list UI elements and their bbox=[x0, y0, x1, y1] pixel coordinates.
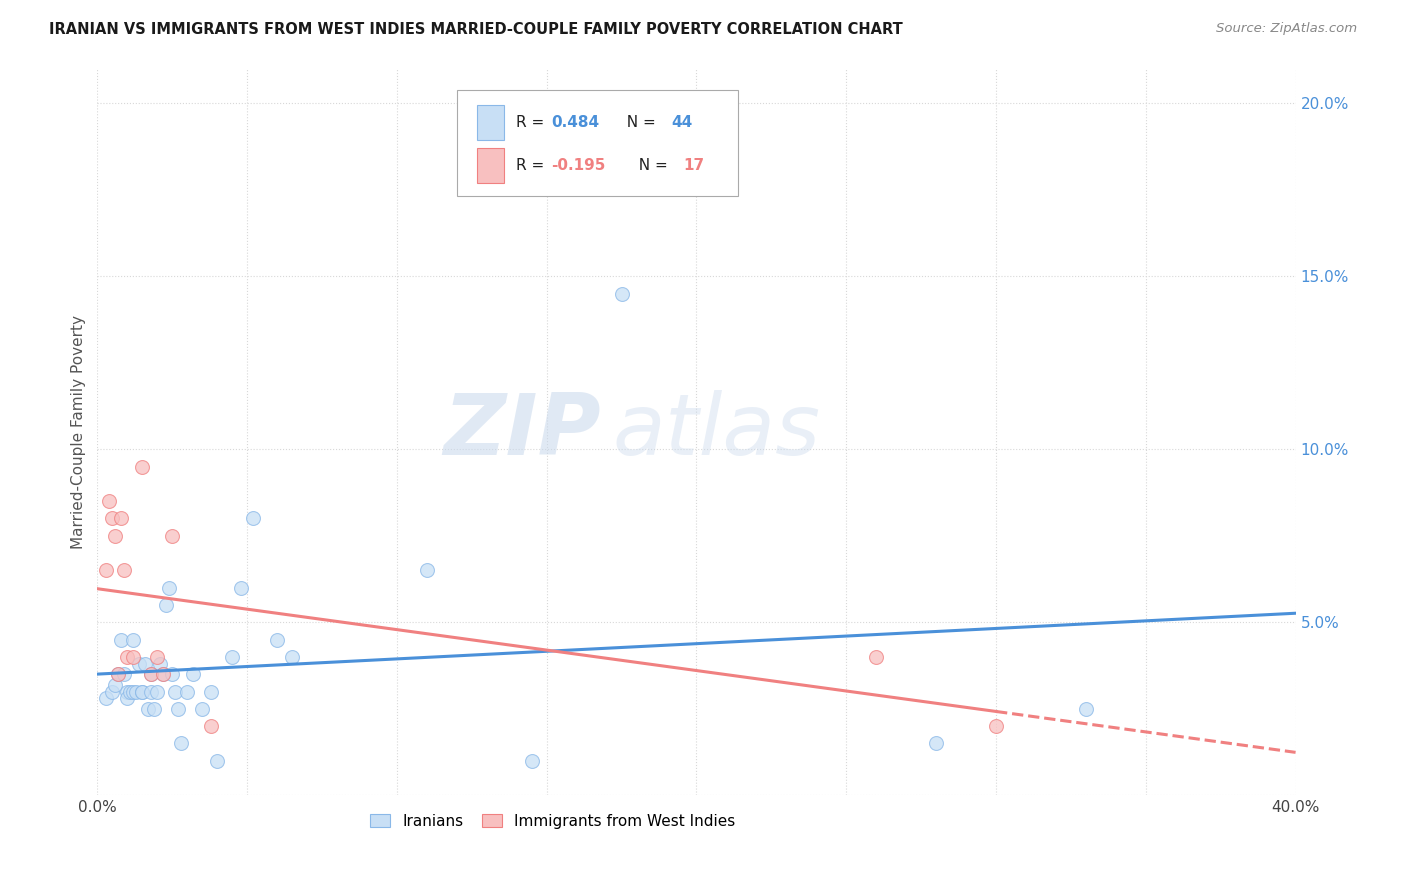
Point bbox=[143, 702, 166, 716]
Point bbox=[231, 581, 253, 595]
Point bbox=[125, 684, 148, 698]
Text: R =: R = bbox=[516, 159, 548, 173]
Point bbox=[146, 649, 169, 664]
Point bbox=[242, 511, 264, 525]
Point bbox=[117, 691, 139, 706]
Point bbox=[110, 632, 132, 647]
Text: IRANIAN VS IMMIGRANTS FROM WEST INDIES MARRIED-COUPLE FAMILY POVERTY CORRELATION: IRANIAN VS IMMIGRANTS FROM WEST INDIES M… bbox=[49, 22, 903, 37]
Point bbox=[131, 459, 153, 474]
Point bbox=[181, 667, 204, 681]
Point bbox=[865, 649, 887, 664]
Point bbox=[134, 657, 156, 671]
Point bbox=[200, 684, 222, 698]
Point bbox=[128, 657, 150, 671]
FancyBboxPatch shape bbox=[477, 105, 503, 140]
Text: ZIP: ZIP bbox=[443, 391, 600, 474]
Point bbox=[170, 736, 193, 750]
Point bbox=[141, 667, 163, 681]
Point bbox=[112, 667, 135, 681]
Point bbox=[131, 684, 153, 698]
Point bbox=[101, 684, 124, 698]
Point bbox=[165, 684, 187, 698]
Point bbox=[176, 684, 198, 698]
Text: 17: 17 bbox=[683, 159, 704, 173]
Point bbox=[416, 563, 439, 577]
Point bbox=[117, 684, 139, 698]
Point bbox=[101, 511, 124, 525]
Y-axis label: Married-Couple Family Poverty: Married-Couple Family Poverty bbox=[72, 315, 86, 549]
Point bbox=[162, 667, 184, 681]
Point bbox=[122, 632, 145, 647]
Point bbox=[120, 684, 142, 698]
Text: -0.195: -0.195 bbox=[551, 159, 606, 173]
Point bbox=[191, 702, 214, 716]
Text: N =: N = bbox=[617, 115, 661, 130]
Point bbox=[167, 702, 190, 716]
Point bbox=[136, 702, 159, 716]
Point bbox=[205, 754, 228, 768]
Text: Source: ZipAtlas.com: Source: ZipAtlas.com bbox=[1216, 22, 1357, 36]
Point bbox=[984, 719, 1007, 733]
Point bbox=[117, 649, 139, 664]
Point bbox=[98, 494, 121, 508]
Point bbox=[266, 632, 288, 647]
Point bbox=[925, 736, 948, 750]
Point bbox=[520, 754, 543, 768]
Point bbox=[112, 563, 135, 577]
Point bbox=[155, 598, 177, 612]
Point bbox=[1074, 702, 1097, 716]
Point bbox=[281, 649, 304, 664]
Point bbox=[610, 286, 633, 301]
Point bbox=[141, 684, 163, 698]
Point bbox=[146, 684, 169, 698]
Point bbox=[96, 563, 118, 577]
Point bbox=[149, 657, 172, 671]
Point bbox=[157, 581, 180, 595]
Point bbox=[104, 678, 127, 692]
Point bbox=[107, 667, 129, 681]
Text: atlas: atlas bbox=[613, 391, 821, 474]
Text: 0.484: 0.484 bbox=[551, 115, 599, 130]
Point bbox=[221, 649, 243, 664]
Point bbox=[152, 667, 174, 681]
FancyBboxPatch shape bbox=[477, 148, 503, 184]
Point bbox=[200, 719, 222, 733]
Point bbox=[104, 529, 127, 543]
Point bbox=[131, 684, 153, 698]
Point bbox=[141, 667, 163, 681]
Point bbox=[107, 667, 129, 681]
Text: R =: R = bbox=[516, 115, 548, 130]
FancyBboxPatch shape bbox=[457, 90, 738, 195]
Point bbox=[162, 529, 184, 543]
Point bbox=[122, 649, 145, 664]
Point bbox=[152, 667, 174, 681]
Point bbox=[96, 691, 118, 706]
Legend: Iranians, Immigrants from West Indies: Iranians, Immigrants from West Indies bbox=[364, 808, 741, 835]
Point bbox=[110, 511, 132, 525]
Text: N =: N = bbox=[630, 159, 673, 173]
Text: 44: 44 bbox=[671, 115, 693, 130]
Point bbox=[122, 684, 145, 698]
